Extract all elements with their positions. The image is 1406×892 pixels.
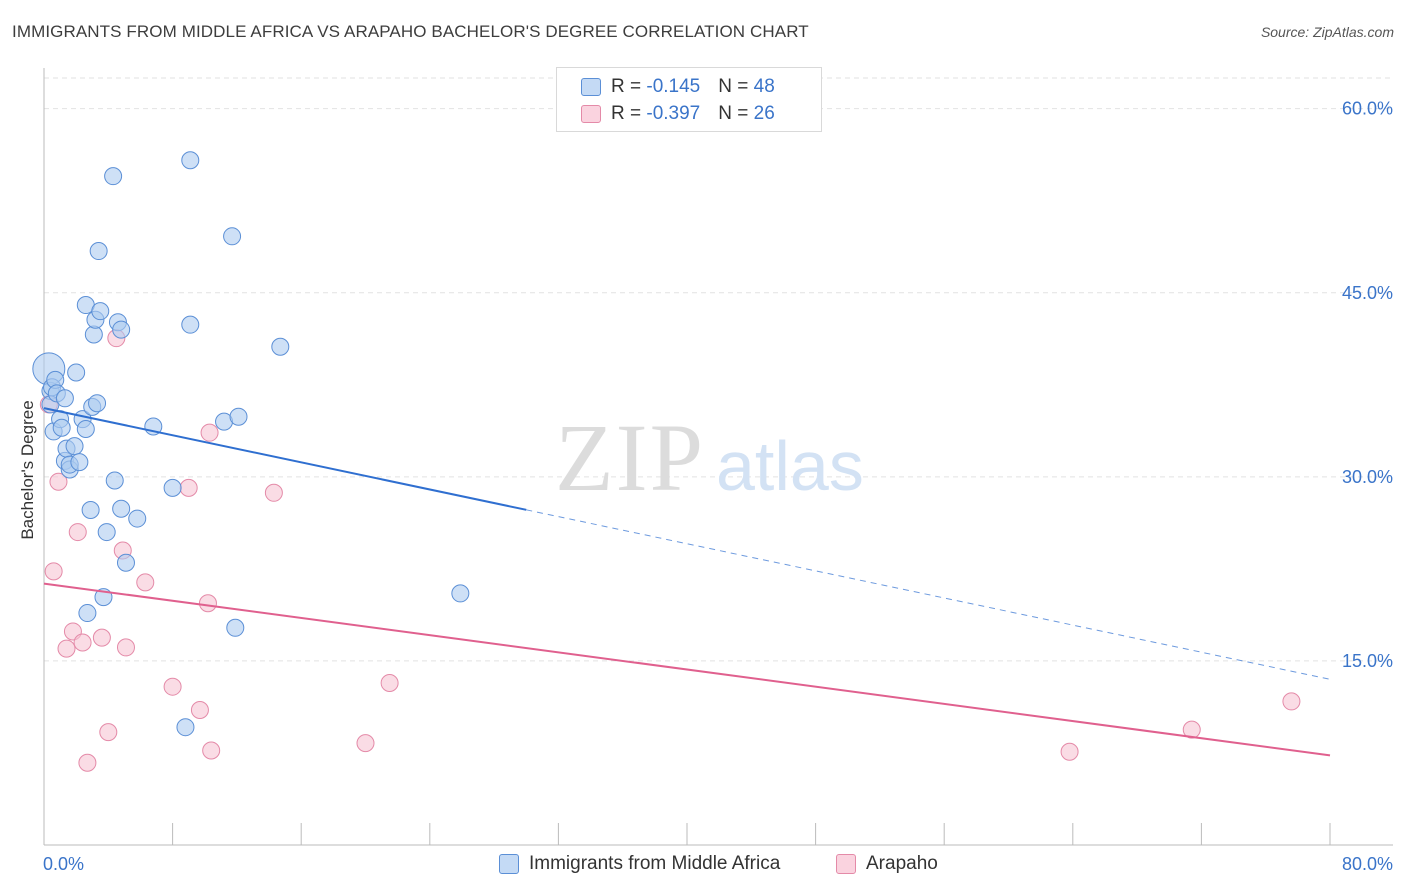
middle-africa-point [76,419,95,438]
arapaho-point [44,562,63,581]
middle-africa-point [112,499,131,518]
middle-africa-trendline [43,407,527,511]
middle-africa-point [88,394,107,413]
arapaho-point [202,741,221,760]
pink-swatch-icon [581,105,601,123]
arapaho-point [49,472,68,491]
middle-africa-point [89,242,108,261]
legend-item-middle-africa: Immigrants from Middle Africa [499,850,780,878]
middle-africa-point [116,553,135,572]
x-tick-label-min: 0.0% [43,854,84,874]
middle-africa-point [223,227,242,246]
middle-africa-point [65,437,84,456]
middle-africa-point [105,471,124,490]
legend-r-value: -0.145 [646,76,701,97]
middle-africa-point [91,302,110,321]
legend-item-arapaho: Arapaho [836,850,938,878]
middle-africa-point [226,618,245,637]
legend-row-middle-africa: R = -0.145 N = 48 [581,75,775,99]
arapaho-point [179,478,198,497]
blue-swatch-icon [581,78,601,96]
middle-africa-point [52,418,71,437]
middle-africa-points [32,151,470,737]
arapaho-points [39,329,1301,772]
arapaho-point [92,628,111,647]
legend-n-label: N = [718,76,754,97]
arapaho-point [163,677,182,696]
x-tick-label-max: 80.0% [1342,854,1393,874]
middle-africa-point [81,500,100,519]
grid-lines [44,77,1393,662]
arapaho-point [73,633,92,652]
middle-africa-point [271,337,290,356]
y-tick-label: 15.0% [1342,651,1393,671]
middle-africa-trendline-extension [526,509,1331,680]
middle-africa-point [128,509,147,528]
middle-africa-point [229,407,248,426]
watermark-atlas: atlas [716,427,864,505]
middle-africa-point [181,151,200,170]
y-tick-label: 30.0% [1342,467,1393,487]
middle-africa-point [112,320,131,339]
arapaho-point [99,723,118,742]
watermark: ZIP atlas [555,404,864,511]
legend-label-middle-africa: Immigrants from Middle Africa [529,853,781,874]
middle-africa-point [70,453,89,472]
middle-africa-point [163,478,182,497]
y-axis-label: Bachelor's Degree [18,400,37,539]
axes [43,68,1393,846]
arapaho-point [116,638,135,657]
watermark-zip: ZIP [555,404,705,511]
y-tick-label: 60.0% [1342,99,1393,119]
legend-r-label: R = [611,76,647,97]
arapaho-point [200,423,219,442]
stats-legend: R = -0.145 N = 48 R = -0.397 N = 26 [556,67,822,132]
middle-africa-point [97,523,116,542]
middle-africa-point [181,315,200,334]
middle-africa-point [104,167,123,186]
arapaho-point [68,523,87,542]
y-tick-labels: 15.0% 30.0% 45.0% 60.0% [1342,99,1393,671]
arapaho-point [78,753,97,772]
pink-swatch-icon [836,854,856,874]
legend-row-arapaho: R = -0.397 N = 26 [581,102,775,126]
legend-label-arapaho: Arapaho [866,853,938,874]
middle-africa-point [55,389,74,408]
legend-n-label: N = [718,103,754,124]
legend-r-label: R = [611,103,647,124]
source-label: Source: ZipAtlas.com [1260,24,1394,40]
middle-africa-point [451,584,470,603]
arapaho-point [198,594,217,613]
arapaho-point [190,701,209,720]
arapaho-point [1282,692,1301,711]
arapaho-trendline [43,582,1331,757]
chart-title: IMMIGRANTS FROM MIDDLE AFRICA VS ARAPAHO… [12,22,809,41]
legend-r-value: -0.397 [646,103,701,124]
arapaho-point [380,674,399,693]
blue-swatch-icon [499,854,519,874]
middle-africa-point [176,718,195,737]
middle-africa-point [67,363,86,382]
arapaho-point [136,573,155,592]
arapaho-point [1060,742,1079,761]
trendlines [43,407,1331,757]
arapaho-point [57,639,76,658]
middle-africa-point [78,604,97,623]
legend-n-value: 48 [753,76,775,97]
y-tick-label: 45.0% [1342,283,1393,303]
arapaho-point [264,483,283,502]
legend-n-value: 26 [753,103,775,124]
arapaho-point [1182,720,1201,739]
arapaho-point [356,734,375,753]
